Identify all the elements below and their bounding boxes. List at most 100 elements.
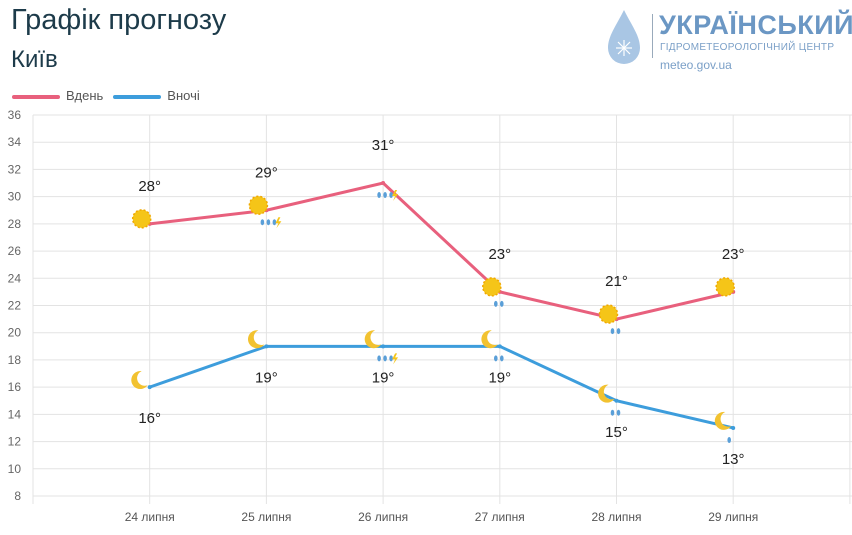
series-line-day (149, 181, 734, 321)
lightning (392, 190, 399, 202)
rain-drop (616, 409, 621, 416)
y-tick-label: 18 (8, 353, 22, 367)
y-tick-label: 32 (8, 162, 22, 176)
rain-drop (260, 219, 265, 226)
sun-shape (482, 277, 502, 297)
logo-url: meteo.gov.ua (660, 58, 732, 72)
moon-shape (364, 330, 382, 349)
rain-drop (500, 355, 504, 362)
x-tick-label: 29 липня (708, 510, 758, 524)
legend-item-day[interactable]: Вдень (12, 88, 103, 103)
x-tick-label: 28 липня (591, 510, 641, 524)
data-point (614, 398, 619, 403)
x-tick-label: 27 липня (475, 510, 525, 524)
data-point (497, 344, 502, 349)
x-tick-label: 25 липня (241, 510, 291, 524)
rain-drop (383, 355, 387, 362)
data-label: 29° (255, 164, 278, 181)
sun-shape (598, 304, 619, 324)
y-tick-label: 28 (8, 217, 22, 231)
y-tick-label: 14 (8, 407, 22, 421)
sun-rain-icon (482, 277, 504, 307)
moon-rain-icon (481, 330, 504, 362)
y-tick-label: 24 (8, 271, 22, 285)
y-tick-label: 36 (8, 108, 22, 122)
data-point (381, 181, 386, 186)
rain-drop (610, 409, 615, 416)
moon-shape (598, 384, 615, 403)
y-tick-label: 34 (8, 135, 22, 149)
rain-drop (494, 300, 498, 307)
rain-drop (389, 355, 393, 362)
sun-shape (715, 277, 735, 297)
logo-name: УКРАЇНСЬКИЙ (659, 10, 852, 40)
sun-shape (131, 209, 152, 229)
legend-swatch-day (12, 94, 60, 99)
y-tick-label: 12 (8, 435, 22, 449)
data-label: 19° (488, 369, 511, 386)
moon-shape (247, 330, 265, 349)
rain-drop (377, 355, 381, 362)
sun-cloud-icon (131, 209, 152, 229)
water-drop-icon (608, 10, 640, 64)
logo[interactable]: УКРАЇНСЬКИЙ ГІДРОМЕТЕОРОЛОГІЧНИЙ ЦЕНТР m… (604, 6, 852, 72)
rain-drop (727, 436, 731, 443)
lightning (275, 217, 282, 229)
data-label: 19° (372, 369, 395, 386)
sun-cloud-icon (715, 277, 735, 297)
y-tick-label: 10 (8, 462, 22, 476)
sun-shape (248, 195, 269, 215)
moon-shape (714, 411, 732, 430)
legend: Вдень Вночі (12, 88, 200, 103)
y-tick-label: 20 (8, 326, 22, 340)
data-label: 23° (488, 246, 511, 263)
moon-drizzle-icon (714, 411, 732, 443)
moon-shape (131, 371, 148, 390)
sun-rain-icon (598, 304, 621, 335)
data-point (731, 425, 736, 430)
legend-swatch-night (113, 94, 162, 99)
data-point (381, 344, 386, 349)
data-label: 23° (722, 246, 745, 263)
logo-divider (652, 14, 653, 58)
y-tick-label: 22 (8, 299, 22, 313)
y-tick-label: 30 (8, 190, 22, 204)
storm-rain-icon (377, 190, 399, 202)
rain-drop (500, 300, 504, 307)
data-label: 19° (255, 369, 278, 386)
data-label: 31° (372, 137, 395, 154)
rain-drop (616, 328, 621, 335)
y-tick-label: 16 (8, 380, 22, 394)
x-tick-label: 24 липня (125, 510, 175, 524)
rain-drop (266, 219, 271, 226)
rain-drop (494, 355, 498, 362)
lightning (392, 353, 399, 365)
data-label: 28° (138, 178, 161, 195)
data-label: 13° (722, 451, 745, 468)
moon-rain-icon (598, 384, 621, 416)
data-label: 21° (605, 273, 628, 290)
y-tick-label: 26 (8, 244, 22, 258)
rain-drop (377, 192, 381, 199)
rain-drop (389, 192, 393, 199)
y-tick-label: 8 (14, 489, 21, 503)
data-point (147, 385, 152, 390)
data-point (264, 344, 269, 349)
legend-item-night[interactable]: Вночі (113, 88, 200, 103)
rain-drop (272, 219, 277, 226)
logo-subtitle: ГІДРОМЕТЕОРОЛОГІЧНИЙ ЦЕНТР (660, 42, 835, 53)
series-line-night (149, 344, 734, 430)
x-tick-label: 26 липня (358, 510, 408, 524)
moon-cloud-icon (131, 371, 148, 390)
rain-drop (383, 192, 387, 199)
data-label: 16° (138, 410, 161, 427)
rain-drop (610, 328, 615, 335)
city-name: Київ (11, 46, 58, 73)
moon-cloud-icon (247, 330, 265, 349)
sun-storm-rain-icon (248, 195, 282, 229)
data-label: 15° (605, 424, 628, 441)
moon-shape (481, 330, 498, 349)
moon-storm-rain-icon (364, 330, 399, 365)
page-title: Графік прогнозу (11, 4, 227, 36)
